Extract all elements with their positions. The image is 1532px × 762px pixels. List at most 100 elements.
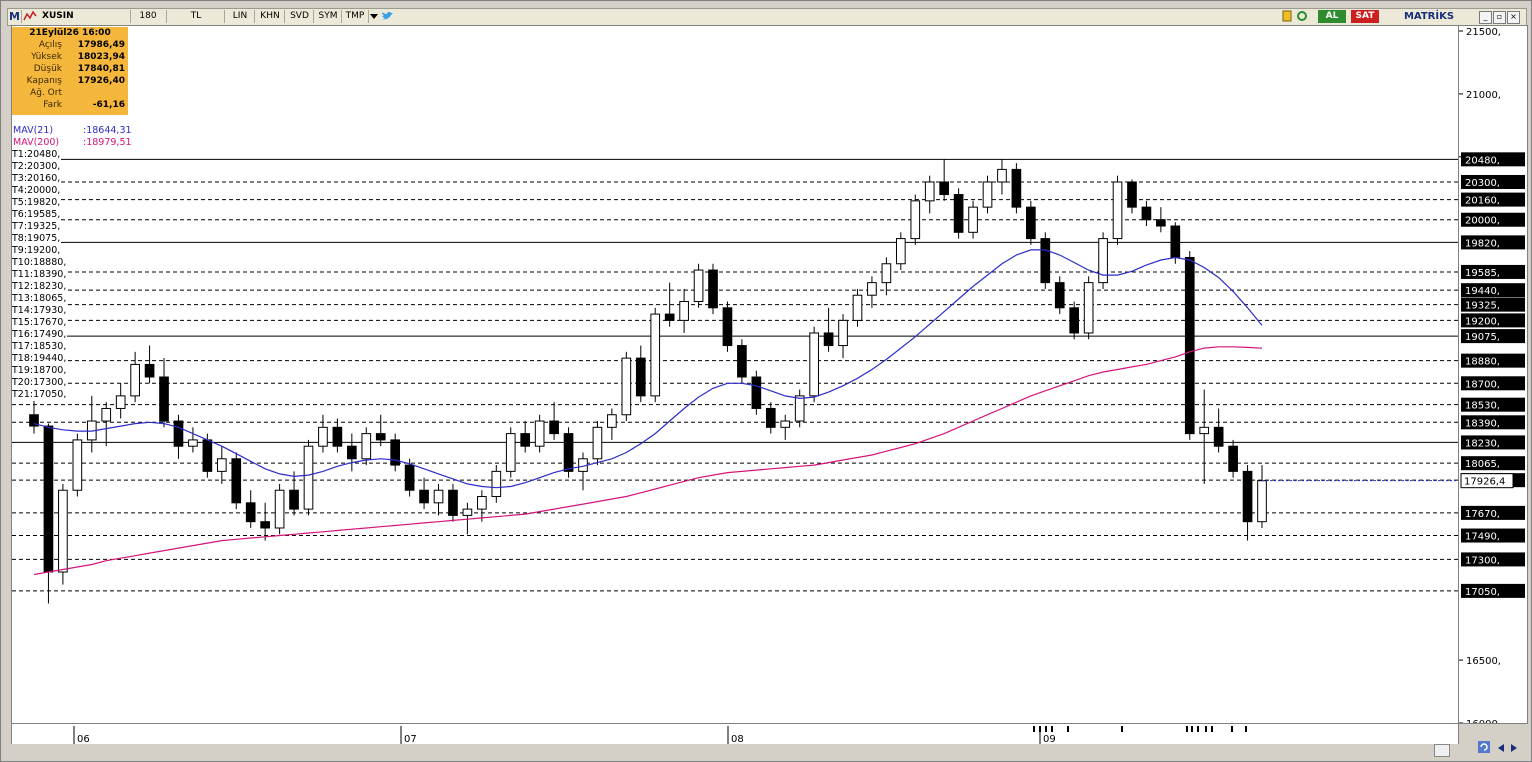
candle[interactable] xyxy=(592,421,603,466)
candle[interactable] xyxy=(274,483,285,535)
candle[interactable] xyxy=(794,389,805,428)
candle[interactable] xyxy=(303,439,314,516)
candle[interactable] xyxy=(404,458,415,497)
time-axis[interactable]: 06 07 08 09 xyxy=(11,723,1459,745)
candle[interactable] xyxy=(361,427,372,466)
candle[interactable] xyxy=(982,175,993,214)
candle[interactable] xyxy=(318,414,328,453)
price-axis[interactable]: 21500,21000,20500,16500,16000,20480,2030… xyxy=(1458,25,1528,730)
candle[interactable] xyxy=(86,395,97,453)
candle[interactable] xyxy=(130,351,140,403)
period-field[interactable]: 180 xyxy=(130,10,167,23)
candle[interactable] xyxy=(332,418,343,453)
candle[interactable] xyxy=(375,414,386,447)
candle[interactable] xyxy=(881,257,892,296)
candle[interactable] xyxy=(159,358,169,428)
minimize-icon[interactable]: _ xyxy=(1479,11,1492,24)
candle[interactable] xyxy=(1026,200,1036,245)
candle[interactable] xyxy=(1098,232,1108,289)
candle[interactable] xyxy=(534,414,545,453)
khn-button[interactable]: KHN xyxy=(256,10,285,23)
tmp-button[interactable]: TMP xyxy=(342,10,369,23)
sym-button[interactable]: SYM xyxy=(315,10,342,23)
candle[interactable] xyxy=(549,402,559,440)
plot-area[interactable] xyxy=(11,25,1459,724)
candle[interactable] xyxy=(1257,465,1267,528)
candle[interactable] xyxy=(924,175,935,214)
pencil-icon[interactable] xyxy=(1281,10,1293,23)
candle[interactable] xyxy=(1213,408,1224,453)
candle[interactable] xyxy=(448,483,458,522)
refresh-chart-icon[interactable] xyxy=(1477,740,1491,754)
candle[interactable] xyxy=(895,232,906,271)
currency-field[interactable]: TL xyxy=(168,10,225,23)
candle[interactable] xyxy=(765,402,776,434)
candle[interactable] xyxy=(939,159,949,201)
symbol-field[interactable]: XUSIN xyxy=(40,10,131,23)
candle[interactable] xyxy=(144,345,155,384)
candle[interactable] xyxy=(173,414,184,459)
svd-button[interactable]: SVD xyxy=(286,10,314,23)
candle[interactable] xyxy=(953,188,964,239)
candle[interactable] xyxy=(852,288,863,327)
candle[interactable] xyxy=(1127,179,1137,214)
candle[interactable] xyxy=(1054,276,1065,315)
candle[interactable] xyxy=(635,345,646,403)
price-chart[interactable] xyxy=(12,26,1458,723)
candle[interactable] xyxy=(520,421,531,453)
candle[interactable] xyxy=(433,483,444,516)
restore-icon[interactable]: ▫ xyxy=(1493,11,1506,24)
scroll-bar[interactable] xyxy=(11,741,1525,757)
candle[interactable] xyxy=(693,263,704,308)
scroll-left-icon[interactable] xyxy=(1495,742,1507,754)
candle[interactable] xyxy=(216,446,227,484)
candle[interactable] xyxy=(1141,200,1152,227)
scroll-right-icon[interactable] xyxy=(1508,742,1520,754)
candle[interactable] xyxy=(43,423,54,604)
candle[interactable] xyxy=(477,490,487,522)
candle[interactable] xyxy=(115,383,126,419)
buy-button[interactable]: AL xyxy=(1318,10,1346,23)
refresh-icon[interactable] xyxy=(1296,10,1308,23)
candle[interactable] xyxy=(419,477,429,510)
candle[interactable] xyxy=(910,194,921,245)
candle[interactable] xyxy=(867,276,877,308)
candle[interactable] xyxy=(751,370,762,415)
candle[interactable] xyxy=(997,159,1007,195)
lin-button[interactable]: LIN xyxy=(226,10,255,23)
candle[interactable] xyxy=(1184,251,1195,440)
candle[interactable] xyxy=(260,502,270,541)
candle[interactable] xyxy=(390,433,401,472)
candle[interactable] xyxy=(1083,276,1094,340)
candle[interactable] xyxy=(491,465,502,503)
candle[interactable] xyxy=(289,471,299,516)
candle[interactable] xyxy=(1011,163,1022,214)
candle[interactable] xyxy=(231,452,242,510)
candle[interactable] xyxy=(1242,465,1253,541)
scroll-thumb[interactable] xyxy=(1434,744,1450,757)
candle[interactable] xyxy=(347,433,357,472)
candle[interactable] xyxy=(621,351,632,422)
candle[interactable] xyxy=(664,282,675,327)
candle[interactable] xyxy=(679,288,689,333)
chart-type-icon[interactable] xyxy=(23,10,37,23)
candle[interactable] xyxy=(737,339,747,384)
dropdown-arrow-icon[interactable] xyxy=(368,10,380,23)
candle[interactable] xyxy=(245,490,256,528)
candle[interactable] xyxy=(1156,207,1166,233)
close-icon[interactable]: × xyxy=(1507,11,1520,24)
candle[interactable] xyxy=(607,408,617,440)
candle[interactable] xyxy=(29,400,39,434)
candle[interactable] xyxy=(1069,301,1080,340)
candle[interactable] xyxy=(505,427,516,478)
candle[interactable] xyxy=(823,307,834,352)
candle[interactable] xyxy=(650,307,661,403)
candle[interactable] xyxy=(838,314,848,359)
candle[interactable] xyxy=(968,200,978,239)
candle[interactable] xyxy=(722,301,733,352)
candle[interactable] xyxy=(101,402,112,447)
candle[interactable] xyxy=(708,263,718,315)
candle[interactable] xyxy=(1112,175,1123,245)
candle[interactable] xyxy=(462,502,473,535)
twitter-bird-icon[interactable] xyxy=(381,10,395,23)
